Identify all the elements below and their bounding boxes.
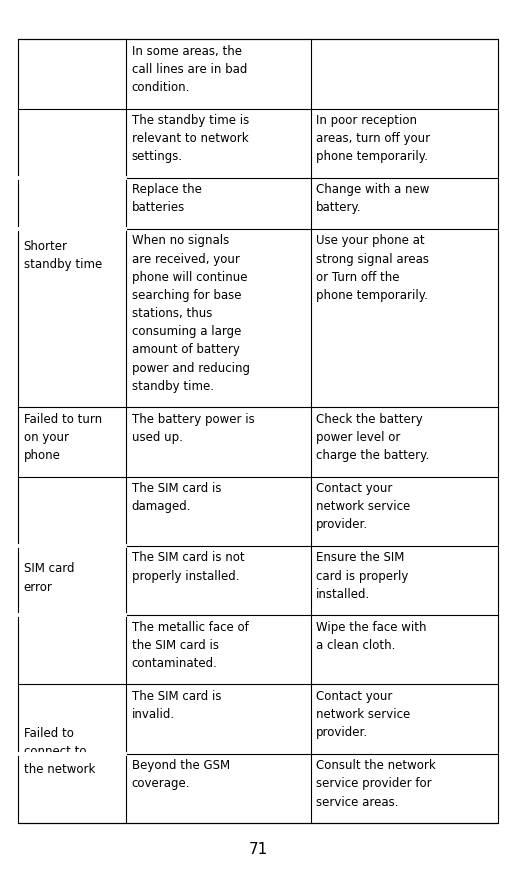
Text: amount of battery: amount of battery [132, 343, 239, 356]
Text: searching for base: searching for base [132, 289, 241, 302]
Text: Beyond the GSM: Beyond the GSM [132, 760, 230, 773]
Text: SIM card: SIM card [24, 563, 74, 576]
Text: are received, your: are received, your [132, 253, 239, 266]
Text: connect to: connect to [24, 745, 86, 758]
Text: phone will continue: phone will continue [132, 271, 247, 284]
Text: Replace the: Replace the [132, 183, 201, 196]
Text: phone temporarily.: phone temporarily. [316, 289, 428, 302]
Bar [18, 39, 498, 823]
Text: invalid.: invalid. [132, 708, 174, 721]
Text: battery.: battery. [316, 201, 362, 214]
Text: The metallic face of: The metallic face of [132, 621, 248, 634]
Text: settings.: settings. [132, 151, 183, 164]
Text: power level or: power level or [316, 431, 400, 444]
Text: stations, thus: stations, thus [132, 307, 212, 321]
Text: provider.: provider. [316, 518, 368, 531]
Text: a clean cloth.: a clean cloth. [316, 638, 396, 652]
Text: condition.: condition. [132, 81, 190, 94]
Text: The SIM card is: The SIM card is [132, 690, 221, 703]
Text: charge the battery.: charge the battery. [316, 449, 429, 463]
Text: Use your phone at: Use your phone at [316, 234, 425, 247]
Text: call lines are in bad: call lines are in bad [132, 63, 247, 76]
Text: properly installed.: properly installed. [132, 570, 239, 583]
Text: damaged.: damaged. [132, 500, 191, 513]
Text: strong signal areas: strong signal areas [316, 253, 429, 266]
Text: In poor reception: In poor reception [316, 114, 417, 127]
Text: network service: network service [316, 500, 411, 513]
Text: Failed to: Failed to [24, 726, 73, 739]
Text: power and reducing: power and reducing [132, 361, 250, 375]
Text: the SIM card is: the SIM card is [132, 638, 219, 652]
Text: or Turn off the: or Turn off the [316, 271, 400, 284]
Text: Shorter: Shorter [24, 240, 68, 253]
Text: service provider for: service provider for [316, 778, 432, 791]
Text: The standby time is: The standby time is [132, 114, 249, 127]
Text: Contact your: Contact your [316, 690, 393, 703]
Text: network service: network service [316, 708, 411, 721]
Text: 71: 71 [248, 841, 268, 857]
Text: provider.: provider. [316, 726, 368, 739]
Text: on your: on your [24, 431, 69, 444]
Text: In some areas, the: In some areas, the [132, 44, 241, 57]
Text: coverage.: coverage. [132, 778, 190, 791]
Text: areas, turn off your: areas, turn off your [316, 132, 430, 145]
Text: Check the battery: Check the battery [316, 413, 423, 426]
Text: Change with a new: Change with a new [316, 183, 430, 196]
Text: installed.: installed. [316, 588, 370, 601]
Text: The SIM card is: The SIM card is [132, 482, 221, 495]
Text: used up.: used up. [132, 431, 183, 444]
Text: consuming a large: consuming a large [132, 325, 241, 338]
Text: the network: the network [24, 763, 95, 776]
Text: standby time: standby time [24, 258, 102, 271]
Text: relevant to network: relevant to network [132, 132, 248, 145]
Text: batteries: batteries [132, 201, 185, 214]
Text: When no signals: When no signals [132, 234, 229, 247]
Text: card is properly: card is properly [316, 570, 409, 583]
Text: Contact your: Contact your [316, 482, 393, 495]
Text: standby time.: standby time. [132, 380, 214, 393]
Text: phone: phone [24, 449, 60, 463]
Text: Failed to turn: Failed to turn [24, 413, 102, 426]
Text: contaminated.: contaminated. [132, 657, 217, 670]
Text: Wipe the face with: Wipe the face with [316, 621, 427, 634]
Text: Consult the network: Consult the network [316, 760, 436, 773]
Text: The SIM card is not: The SIM card is not [132, 551, 244, 564]
Text: Ensure the SIM: Ensure the SIM [316, 551, 405, 564]
Text: error: error [24, 581, 53, 593]
Text: service areas.: service areas. [316, 795, 399, 808]
Text: The battery power is: The battery power is [132, 413, 254, 426]
Text: phone temporarily.: phone temporarily. [316, 151, 428, 164]
